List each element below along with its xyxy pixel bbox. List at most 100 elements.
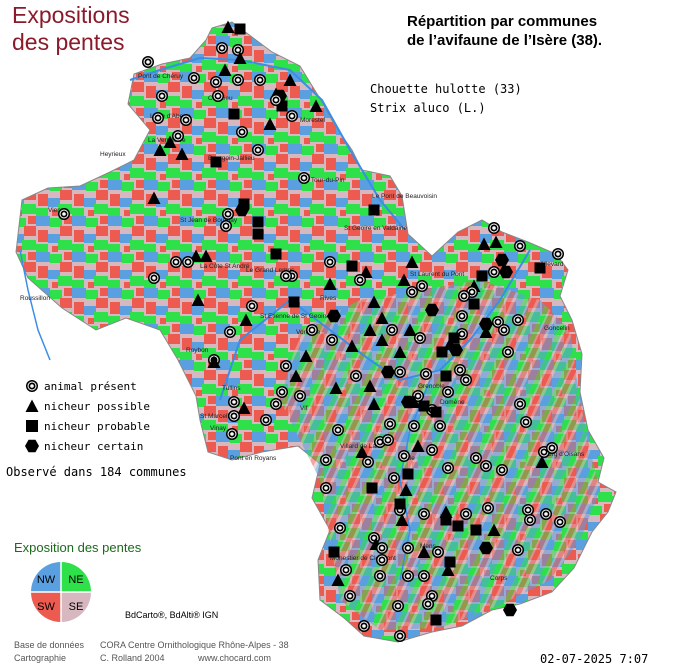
target-circle-icon	[512, 314, 524, 326]
target-circle-icon	[376, 554, 388, 566]
title-line-2: des pentes	[12, 29, 125, 55]
triangle-icon	[309, 99, 323, 112]
square-icon	[430, 406, 442, 418]
target-circle-icon	[280, 270, 292, 282]
target-circle-icon	[416, 280, 428, 292]
target-circle-icon	[496, 464, 508, 476]
target-circle-icon	[514, 398, 526, 410]
square-icon	[534, 262, 546, 274]
place-label: Bourg d'Oisans	[540, 451, 585, 458]
target-circle-icon	[480, 460, 492, 472]
target-circle-icon	[182, 256, 194, 268]
target-circle-icon	[434, 420, 446, 432]
square-icon	[444, 556, 456, 568]
target-circle-icon	[270, 398, 282, 410]
place-label: Grenoble	[418, 383, 445, 390]
hexagon-icon	[327, 309, 341, 323]
target-circle-icon	[386, 324, 398, 336]
target-circle-icon	[402, 570, 414, 582]
quadrant-ne	[61, 562, 91, 592]
target-circle-icon	[270, 94, 282, 106]
legend-label: nicheur certain	[44, 439, 144, 453]
place-label: Tullins	[222, 385, 241, 392]
triangle-icon	[163, 135, 177, 148]
place-label: Allevard	[540, 261, 564, 268]
target-circle-icon	[524, 514, 536, 526]
place-label: La Côte St André	[200, 263, 250, 270]
triangle-icon	[175, 147, 189, 160]
target-circle-icon	[220, 220, 232, 232]
target-circle-icon	[320, 482, 332, 494]
square-icon	[476, 270, 488, 282]
target-circle-icon	[514, 240, 526, 252]
target-circle-icon	[254, 74, 266, 86]
triangle-icon	[199, 249, 213, 262]
place-label: Vienne	[48, 207, 69, 214]
triangle-icon	[367, 397, 381, 410]
square-icon	[394, 498, 406, 510]
timestamp: 02-07-2025 7:07	[540, 652, 649, 666]
place-label: Corps	[490, 575, 508, 582]
target-circle-icon	[488, 266, 500, 278]
target-circle-icon	[152, 112, 164, 124]
target-circle-icon	[148, 272, 160, 284]
place-label: Monestier de Clermont	[330, 555, 396, 562]
place-label: L'Isle d'Abeau	[150, 113, 191, 120]
place-label: Vinay	[210, 425, 227, 432]
triangle-icon	[263, 117, 277, 130]
target-circle-icon	[228, 396, 240, 408]
triangle-icon	[218, 63, 232, 76]
place-label: Pont en Royans	[230, 455, 277, 462]
atlas-title-line-2: de l’avifaune de l’Isère (38).	[407, 32, 603, 49]
target-circle-icon	[376, 542, 388, 554]
square-icon	[366, 482, 378, 494]
hexagon-icon	[401, 395, 415, 409]
target-circle-icon	[232, 44, 244, 56]
target-circle-icon	[320, 454, 332, 466]
exposition-title: Exposition des pentes	[14, 540, 142, 555]
place-label: Domène	[440, 399, 465, 406]
target-circle-icon	[406, 286, 418, 298]
square-icon	[346, 260, 358, 272]
place-label: Morestel	[300, 117, 325, 124]
place-label: Rives	[320, 295, 337, 302]
target-circle-icon	[142, 56, 154, 68]
triangle-icon	[289, 369, 303, 382]
target-circle-icon	[456, 310, 468, 322]
place-label: St Geoire en Valdaine	[344, 225, 407, 232]
target-circle-icon	[362, 456, 374, 468]
place-label: Mens	[420, 543, 437, 550]
exposition-compass-rose: NW NE SW SE	[31, 562, 91, 622]
target-circle-icon	[210, 76, 222, 88]
target-circle-icon	[276, 386, 288, 398]
square-icon	[448, 332, 460, 344]
target-circle-icon	[280, 360, 292, 372]
target-circle-icon	[382, 434, 394, 446]
square-icon	[430, 614, 442, 626]
target-circle-icon	[418, 570, 430, 582]
target-circle-icon	[388, 472, 400, 484]
map-title: Expositions des pentes	[12, 2, 130, 56]
triangle-icon	[393, 345, 407, 358]
target-circle-icon	[344, 590, 356, 602]
target-circle-icon	[460, 508, 472, 520]
triangle-icon	[535, 455, 549, 468]
target-circle-icon	[286, 110, 298, 122]
square-icon	[252, 228, 264, 240]
target-circle-icon	[306, 324, 318, 336]
legend-item-present: animal présent	[20, 376, 150, 396]
triangle-icon	[405, 255, 419, 268]
square-icon	[440, 370, 452, 382]
target-circle-icon	[520, 416, 532, 428]
triangle-icon	[399, 483, 413, 496]
title-line-1: Expositions	[12, 2, 130, 28]
hexagon-icon	[425, 303, 439, 317]
target-circle-icon	[392, 600, 404, 612]
target-circle-icon	[442, 386, 454, 398]
triangle-icon	[299, 349, 313, 362]
place-label: Goncelin	[544, 325, 570, 332]
target-circle-icon	[188, 72, 200, 84]
triangle-icon	[355, 445, 369, 458]
target-circle-icon	[384, 418, 396, 430]
target-circle-icon	[216, 42, 228, 54]
